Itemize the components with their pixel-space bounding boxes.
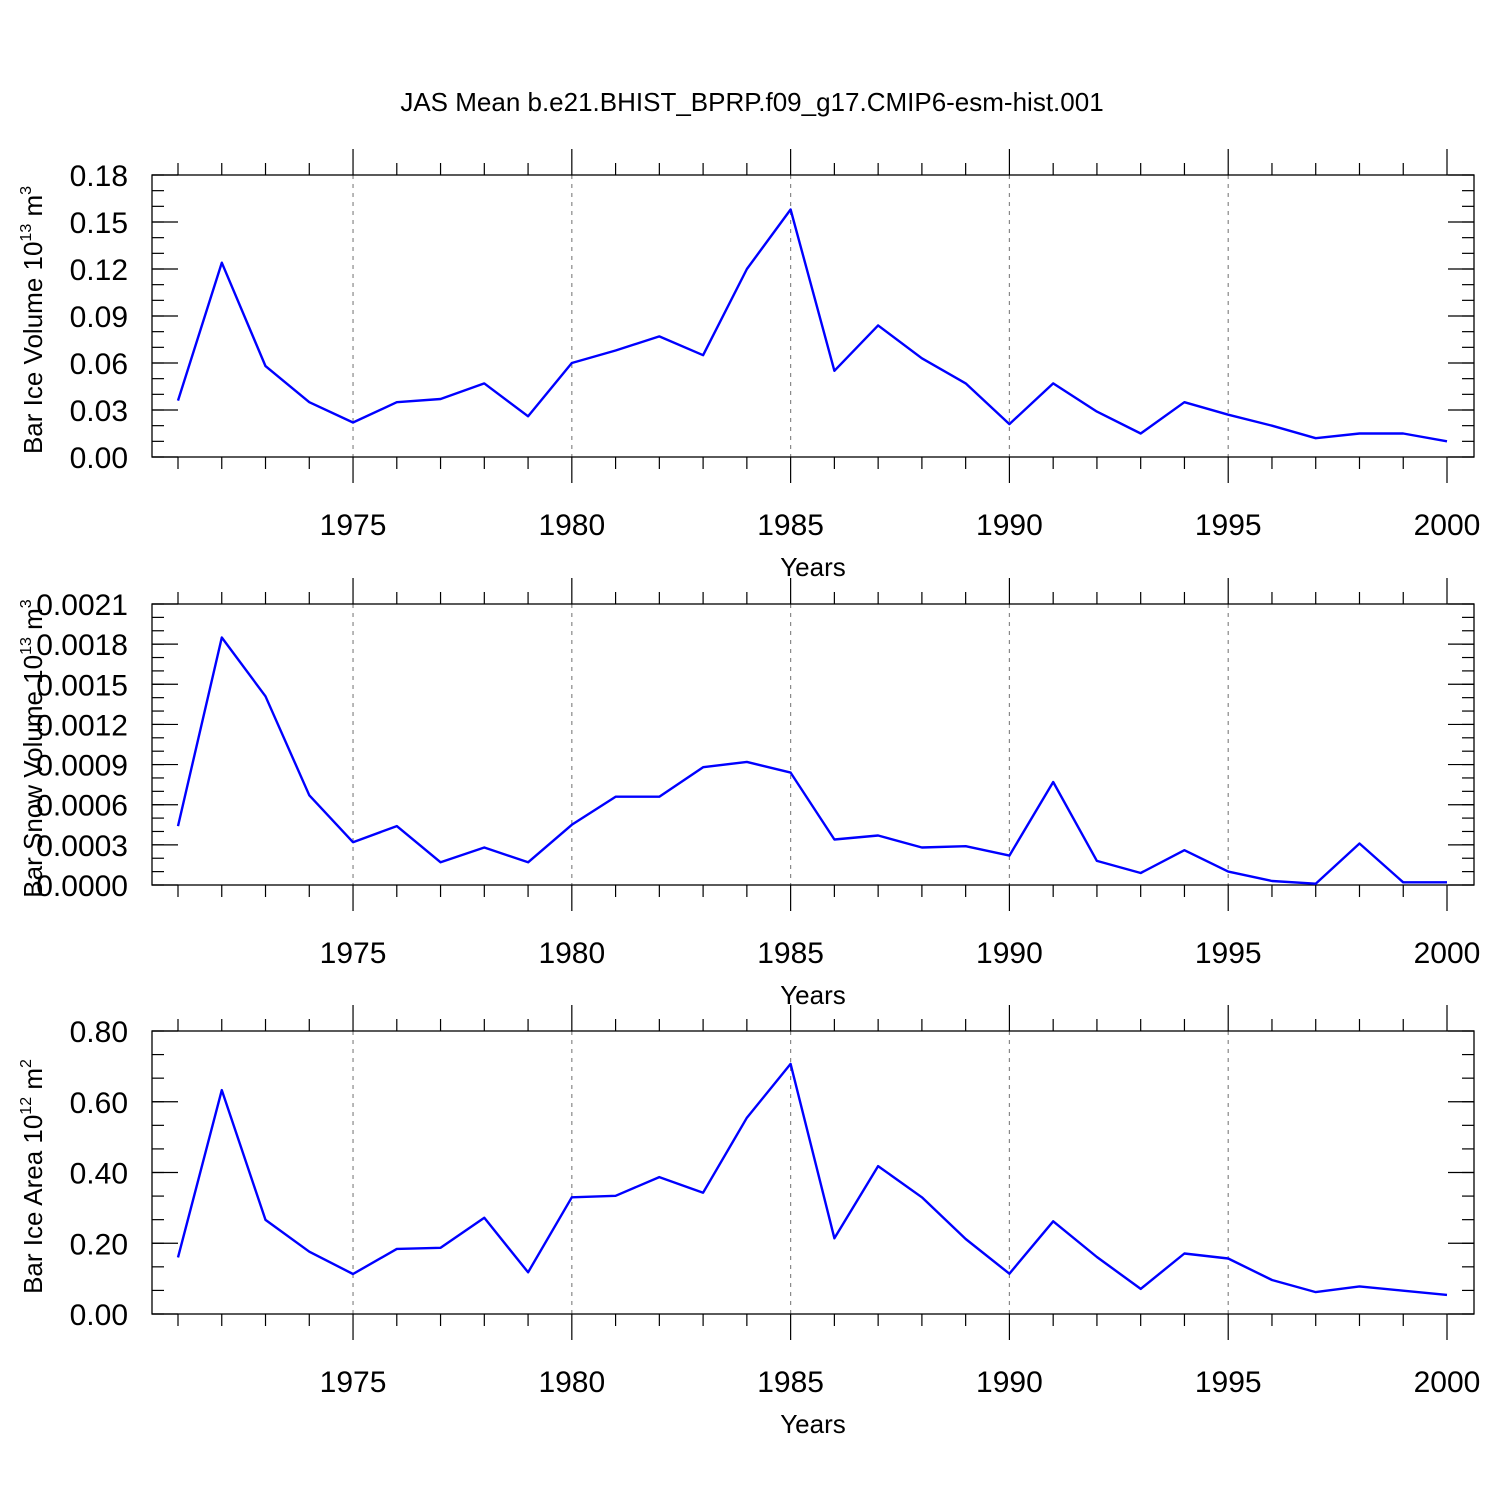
plot-frame — [151, 603, 1475, 886]
y-tick-label: 0.0003 — [36, 830, 128, 863]
series-line — [176, 636, 1447, 885]
x-tick-label: 1985 — [757, 509, 824, 542]
x-axis-label: Years — [780, 1409, 846, 1439]
chart-panel-3: 1975 1980 1985 1990 1995 2000 0.00 0.20 0.40 0.60… — [18, 1005, 1480, 1439]
x-tick-label: 1985 — [757, 1366, 824, 1399]
x-tick-label: 1995 — [1195, 937, 1262, 970]
y-tick-label: 0.00 — [70, 1299, 128, 1332]
y-tick-label: 0.09 — [70, 301, 128, 334]
plot-frame — [151, 174, 1475, 458]
figure-title: JAS Mean b.e21.BHIST_BPRP.f09_g17.CMIP6-… — [400, 87, 1103, 117]
y-axis-label: Bar Ice Volume 1013 m3 — [18, 186, 48, 454]
y-axis-label-superscript: 12 — [18, 1097, 35, 1115]
x-tick-label: 1990 — [976, 937, 1043, 970]
y-axis-label-text: Bar Ice Volume 10 — [18, 242, 48, 454]
y-tick-label: 0.80 — [70, 1016, 128, 1049]
x-tick-label: 1980 — [538, 937, 605, 970]
y-axis-label-text: m — [18, 1068, 48, 1097]
x-tick-label: 1990 — [976, 509, 1043, 542]
y-axis-label-text: m — [18, 195, 48, 224]
x-tick-label: 1990 — [976, 1366, 1043, 1399]
x-tick-label: 2000 — [1414, 509, 1481, 542]
x-tick-label: 1980 — [538, 509, 605, 542]
y-axis-label-superscript: 13 — [18, 637, 35, 655]
chart-panel-2: 1975 1980 1985 1990 1995 2000 0.0000 0.0003 0.00… — [18, 578, 1480, 1010]
x-tick-label: 1985 — [757, 937, 824, 970]
y-tick-label: 0.0018 — [36, 629, 128, 662]
x-axis-label: Years — [780, 552, 846, 582]
y-tick-label: 0.0012 — [36, 709, 128, 742]
y-tick-label: 0.15 — [70, 207, 128, 240]
x-tick-label: 2000 — [1414, 937, 1481, 970]
y-axis-label-superscript: 3 — [18, 599, 35, 608]
y-axis-label-superscript: 13 — [18, 224, 35, 242]
y-tick-label: 0.60 — [70, 1087, 128, 1120]
y-tick-label: 0.0015 — [36, 669, 128, 702]
y-tick-label: 0.06 — [70, 348, 128, 381]
x-tick-label: 1995 — [1195, 509, 1262, 542]
x-tick-label: 1975 — [320, 509, 387, 542]
series-line — [176, 1062, 1448, 1297]
chart-panels: 1975 1980 1985 1990 1995 2000 0.00 0.03 0.06 0.09… — [18, 149, 1480, 1439]
x-tick-label: 1975 — [320, 1366, 387, 1399]
y-tick-label: 0.00 — [70, 442, 128, 475]
y-tick-label: 0.0000 — [36, 870, 128, 903]
x-tick-label: 1980 — [538, 1366, 605, 1399]
x-tick-label: 1995 — [1195, 1366, 1262, 1399]
y-tick-label: 0.12 — [70, 254, 128, 287]
y-tick-label: 0.20 — [70, 1228, 128, 1261]
y-tick-label: 0.0021 — [36, 589, 128, 622]
y-axis-label-text: Bar Snow Volume 10 — [18, 655, 48, 898]
y-axis-label-text: Bar Ice Area 10 — [18, 1115, 48, 1294]
y-axis-label-superscript: 2 — [18, 1059, 35, 1068]
y-tick-label: 0.0009 — [36, 750, 128, 783]
y-axis-label: Bar Snow Volume 1013 m3 — [18, 599, 48, 898]
y-tick-label: 0.18 — [70, 160, 128, 193]
y-axis-label-superscript: 3 — [18, 186, 35, 195]
y-tick-label: 0.03 — [70, 395, 128, 428]
series-line — [176, 208, 1448, 443]
x-tick-label: 2000 — [1414, 1366, 1481, 1399]
y-axis-label-text: m — [18, 608, 48, 637]
y-tick-label: 0.40 — [70, 1158, 128, 1191]
x-tick-label: 1975 — [320, 937, 387, 970]
y-axis-label: Bar Ice Area 1012 m2 — [18, 1059, 48, 1294]
y-tick-label: 0.0006 — [36, 790, 128, 823]
chart-panel-1: 1975 1980 1985 1990 1995 2000 0.00 0.03 0.06 0.09… — [18, 149, 1480, 582]
